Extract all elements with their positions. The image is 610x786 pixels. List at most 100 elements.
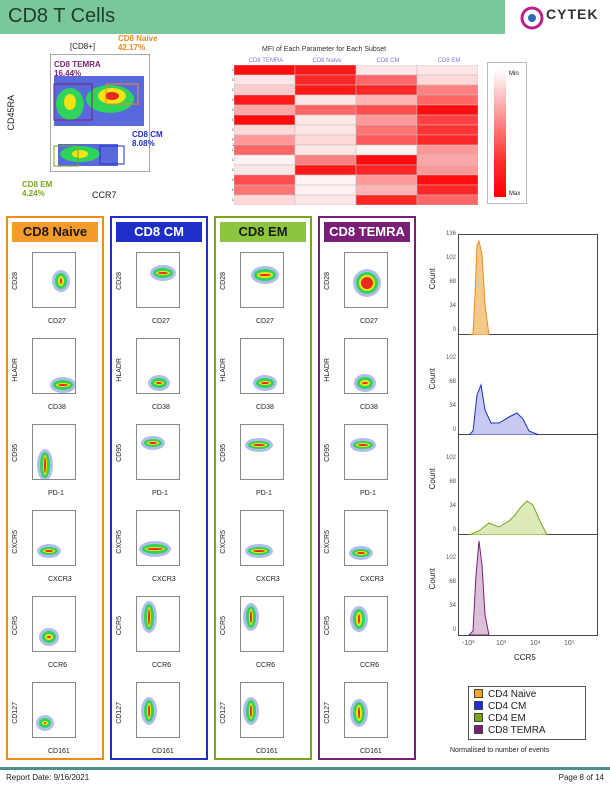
- histogram-y-tick: 68: [449, 279, 456, 285]
- parent-density-plot: [49, 53, 151, 173]
- page-title: CD8 T Cells: [8, 5, 116, 27]
- heatmap-cell: [294, 104, 357, 116]
- dot-plot-x-label: PD-1: [256, 490, 272, 497]
- heatmap-cell: [416, 174, 478, 186]
- heatmap-cell: [234, 154, 296, 166]
- heatmap-cell: [416, 194, 478, 205]
- dot-plot-area: [32, 424, 76, 480]
- heatmap-column-header: CD8 CM: [376, 58, 400, 64]
- dot-plot: CD127 CD161: [10, 678, 100, 760]
- dot-plot-y-label: CD127: [220, 702, 227, 724]
- mfi-heatmap: [234, 65, 478, 205]
- histogram-em: [459, 435, 597, 535]
- dot-plot-area: [344, 424, 388, 480]
- heatmap-cell: [416, 74, 478, 86]
- heatmap-cell: [234, 104, 296, 116]
- dot-plot-y-label: CD127: [12, 702, 19, 724]
- heatmap-cell: [294, 154, 357, 166]
- heatmap-scale-legend: Min Max: [487, 62, 527, 204]
- heatmap-cell: [416, 94, 478, 106]
- heatmap-cell: [416, 114, 478, 126]
- histogram-y-tick: 136: [445, 231, 456, 237]
- heatmap-cell: [355, 65, 418, 76]
- page-number: Page 8 of 14: [558, 773, 604, 782]
- dot-plot-area: [136, 510, 180, 566]
- dot-plot: CD127 CD161: [322, 678, 412, 760]
- legend-label: CD4 CM: [488, 701, 527, 712]
- heatmap-cell: [234, 144, 296, 156]
- dot-plot-area: [136, 596, 180, 652]
- histogram-x-tick: 10⁴: [530, 640, 541, 647]
- dot-plot-x-label: CD27: [360, 318, 378, 325]
- gate-label-em: CD8 EM 4.24%: [22, 180, 53, 198]
- heatmap-cell: [294, 144, 357, 156]
- heatmap-cell: [234, 134, 296, 146]
- gate-label-cm: CD8 CM 8.08%: [132, 130, 163, 148]
- heatmap-cell: [355, 74, 418, 86]
- dot-plot-x-label: PD-1: [360, 490, 376, 497]
- histogram-y-tick: 68: [449, 479, 456, 485]
- dot-plot-y-label: CCR5: [12, 616, 19, 636]
- dot-plot-y-label: CD95: [324, 444, 331, 462]
- dot-plot-y-label: CD28: [324, 272, 331, 290]
- dot-plot-area: [32, 682, 76, 738]
- histogram-y-tick: 0: [452, 327, 456, 333]
- dot-plot-y-label: CD95: [12, 444, 19, 462]
- dot-plot-x-label: CD27: [256, 318, 274, 325]
- dot-plot-area: [32, 596, 76, 652]
- histogram-y-tick: 102: [445, 255, 456, 261]
- histogram-x-tick: 10³: [496, 640, 507, 647]
- subset-panel-title: CD8 CM: [116, 222, 202, 242]
- legend-swatch: [474, 713, 483, 722]
- histogram-y-tick: 68: [449, 379, 456, 385]
- dot-plot-area: [344, 596, 388, 652]
- heatmap-cell: [416, 84, 478, 96]
- legend-swatch: [474, 701, 483, 710]
- dot-plot-area: [240, 424, 284, 480]
- parent-y-axis-label: CD45RA: [6, 95, 16, 131]
- dot-plot-y-label: CD127: [116, 702, 123, 724]
- dot-plot-y-label: CXCR5: [220, 530, 227, 554]
- histogram-temra: [459, 535, 597, 635]
- dot-plot-y-label: CD127: [324, 702, 331, 724]
- dot-plot: CCR5 CCR6: [10, 592, 100, 674]
- dot-plot-area: [344, 338, 388, 394]
- heatmap-cell: [416, 65, 478, 76]
- dot-plot-area: [32, 338, 76, 394]
- histogram-y-tick: 34: [449, 403, 456, 409]
- dot-plot-y-label: CD95: [116, 444, 123, 462]
- dot-plot: CD28 CD27: [10, 248, 100, 330]
- subset-panel: CD8 EM CD28 CD27 HLADR CD38 CD95 PD-1 CXCR5 CXCR…: [214, 216, 312, 760]
- heatmap-cell: [416, 184, 478, 196]
- dot-plot-x-label: PD-1: [48, 490, 64, 497]
- histogram-y-tick: 0: [452, 527, 456, 533]
- dot-plot: CD28 CD27: [322, 248, 412, 330]
- histogram-legend: CD4 Naive CD4 CM CD4 EM CD8 TEMRA: [468, 686, 586, 740]
- heatmap-cell: [234, 74, 296, 86]
- legend-label: CD4 Naive: [488, 689, 537, 700]
- dot-plot-y-label: CXCR5: [324, 530, 331, 554]
- dot-plot-area: [344, 510, 388, 566]
- dot-plot-y-label: CCR5: [220, 616, 227, 636]
- dot-plot: CD127 CD161: [114, 678, 204, 760]
- footer-rule: [0, 767, 610, 770]
- heatmap-cell: [294, 94, 357, 106]
- dot-plot: CCR5 CCR6: [322, 592, 412, 674]
- dot-plot: CXCR5 CXCR3: [10, 506, 100, 588]
- histogram-y-tick: 102: [445, 355, 456, 361]
- dot-plot-x-label: CXCR3: [48, 576, 72, 583]
- histogram-y-tick: 34: [449, 303, 456, 309]
- gate-label-naive: CD8 Naive 42.17%: [118, 34, 158, 52]
- histogram-x-tick: 10⁵: [564, 640, 575, 647]
- heatmap-cell: [355, 164, 418, 176]
- dot-plot-area: [240, 596, 284, 652]
- scale-max-label: Max: [509, 191, 521, 197]
- heatmap-column-header: CD8 Naive: [312, 58, 342, 64]
- dot-plot-area: [136, 252, 180, 308]
- gate-label-temra: CD8 TEMRA 16.44%: [54, 60, 101, 78]
- heatmap-cell: [294, 194, 357, 205]
- heatmap-cell: [234, 194, 296, 205]
- heatmap-column-header: CD8 EM: [437, 58, 461, 64]
- dot-plot-area: [32, 510, 76, 566]
- heatmap-cell: [416, 154, 478, 166]
